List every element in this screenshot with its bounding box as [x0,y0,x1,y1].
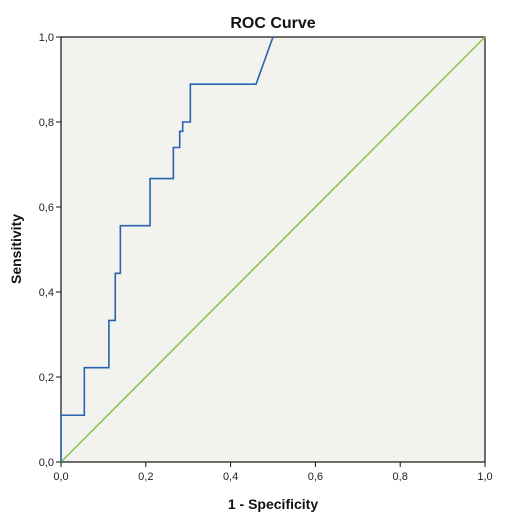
x-axis-label: 1 - Specificity [228,496,318,512]
y-tick-label: 0,4 [39,287,54,299]
y-tick-label: 0,8 [39,117,54,129]
y-tick-label: 0,0 [39,457,54,469]
y-tick-label: 0,2 [39,372,54,384]
x-tick-label: 0,0 [53,471,68,483]
y-tick-label: 0,6 [39,202,54,214]
x-axis: 0,0 0,2 0,4 0,6 0,8 1,0 [53,462,493,483]
chart-title: ROC Curve [230,15,315,32]
y-axis-label: Sensitivity [8,214,24,284]
x-tick-label: 0,8 [393,471,408,483]
y-tick-label: 1,0 [39,32,54,44]
reference-diagonal-line [60,36,486,463]
x-tick-label: 1,0 [477,471,492,483]
x-tick-label: 0,2 [138,471,153,483]
y-axis: 0,0 0,2 0,4 0,6 0,8 1,0 [39,32,61,469]
roc-curve-line [60,36,274,462]
series-layer [60,36,486,463]
x-tick-label: 0,6 [308,471,323,483]
x-tick-label: 0,4 [223,471,238,483]
